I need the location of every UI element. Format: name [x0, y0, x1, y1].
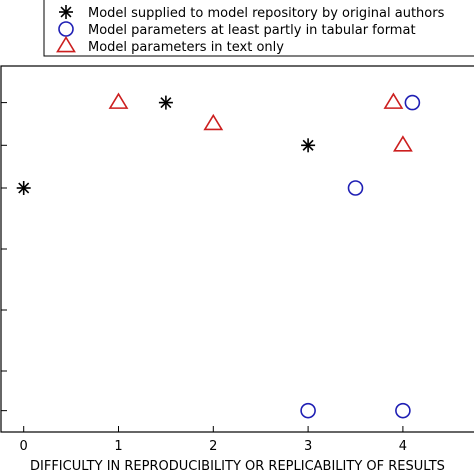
data-points [16, 92, 421, 419]
data-point-asterisk-stroke [160, 97, 172, 109]
data-point-asterisk [16, 181, 31, 195]
legend-label: Model supplied to model repository by or… [88, 6, 445, 21]
data-point-circle [347, 180, 364, 196]
legend-label: Model parameters at least partly in tabu… [88, 23, 416, 38]
plot-frame [0, 65, 474, 433]
data-point-asterisk [158, 95, 173, 110]
x-tick-label: 2 [209, 439, 217, 454]
data-point-triangle [203, 113, 224, 131]
data-point-asterisk-stroke [302, 139, 314, 151]
x-tick-label: 1 [114, 439, 122, 454]
x-tick-label: 4 [399, 439, 407, 454]
data-point-triangle [383, 92, 404, 109]
legend-marker-asterisk-stroke [60, 6, 72, 18]
data-point-asterisk [301, 138, 316, 153]
data-point-circle [395, 402, 411, 419]
data-point-triangle [392, 135, 413, 152]
legend: Model supplied to model repository by or… [43, 0, 474, 57]
legend-marker-triangle [56, 35, 76, 53]
x-axis-ticks: 0 1 2 3 4 [20, 426, 407, 454]
x-tick-label: 3 [304, 439, 312, 454]
data-point-circle [300, 402, 316, 419]
plot-area [0, 65, 474, 433]
data-point-triangle [108, 92, 129, 109]
x-axis-label: DIFFICULTY IN REPRODUCIBILITY OR REPLICA… [30, 459, 445, 474]
x-tick-label: 0 [20, 439, 28, 454]
legend-marker-asterisk [59, 5, 73, 19]
data-point-asterisk-stroke [18, 182, 30, 194]
legend-label: Model parameters in text only [88, 40, 284, 55]
y-axis-ticks [1, 102, 7, 412]
data-point-circle [404, 94, 421, 111]
legend-box [43, 0, 474, 57]
